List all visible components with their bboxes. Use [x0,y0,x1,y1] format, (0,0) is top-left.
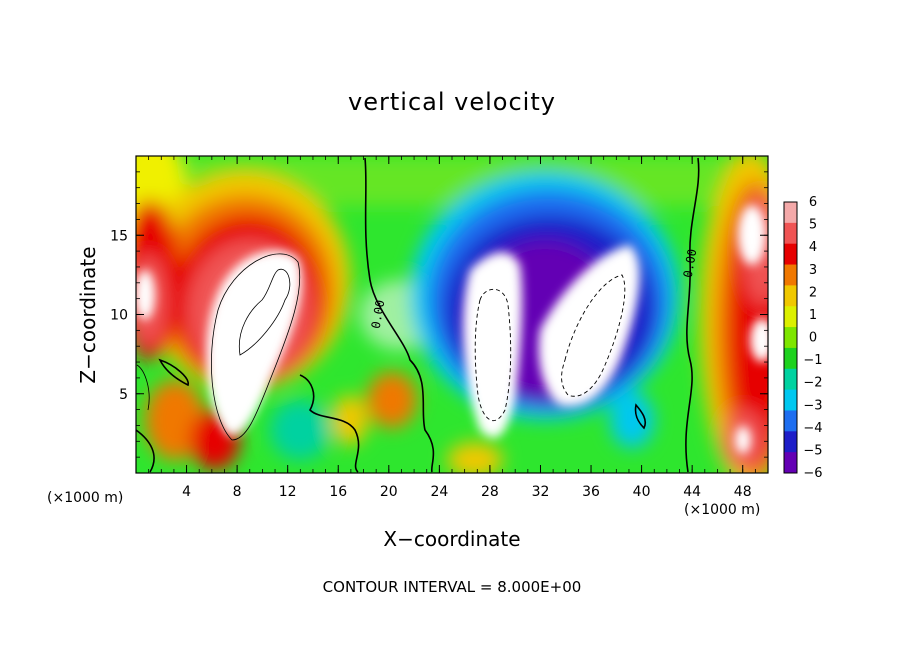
x-tick-label: 40 [633,484,651,500]
y-tick-label: 10 [110,308,128,324]
y-tick-label: 15 [110,228,128,244]
colorbar-swatch [784,202,797,224]
colorbar-swatch [784,327,797,349]
colorbar-label: −2 [803,376,822,391]
x-tick-label: 20 [380,484,398,500]
colorbar-label: 1 [809,308,817,323]
y-ticks: 5 10 15 [110,171,768,458]
colorbar-swatch [784,285,797,307]
x-ticks: 4 8 12 16 20 24 28 32 36 40 44 48 [148,156,756,500]
colorbar-label: 6 [809,195,817,210]
x-tick-label: 36 [582,484,600,500]
contour-label-left: 0.00 [369,299,388,330]
colorbar-label: 4 [809,240,817,255]
x-unit-label-left: (×1000 m) [47,490,124,506]
x-unit-label-right: (×1000 m) [684,502,761,518]
colorbar-swatch [784,452,797,474]
colorbar-label: −1 [803,353,822,368]
velocity-field [136,156,768,473]
x-tick-label: 12 [279,484,297,500]
colorbar-label: −4 [803,421,822,436]
colorbar-swatch [784,264,797,286]
colorbar-label: −5 [803,443,822,458]
colorbar-label: 5 [809,218,817,233]
x-tick-label: 48 [734,484,752,500]
colorbar-swatch [784,347,797,370]
colorbar-swatch [784,222,797,245]
x-tick-label: 24 [430,484,448,500]
x-tick-label: 28 [481,484,499,500]
colorbar-label: −6 [803,466,822,481]
colorbar-swatch [784,389,797,411]
svg-text:0.00: 0.00 [681,248,700,279]
colorbar-label: 3 [809,263,817,278]
contour-label-right: 0.00 [681,248,700,279]
colorbar-label: −3 [803,398,822,413]
colorbar-swatch [784,243,797,266]
y-tick-label: 5 [119,387,128,403]
x-tick-label: 8 [233,484,242,500]
colorbar-swatch [784,368,797,391]
chart-title: vertical velocity [348,88,556,116]
colorbar-label: 2 [809,285,817,300]
x-tick-label: 32 [532,484,550,500]
colorbar-swatch [784,306,797,328]
colorbar: 6 5 4 3 2 1 0 −1 −2 −3 −4 −5 −6 [783,195,823,481]
x-tick-label: 44 [683,484,701,500]
colorbar-label: 0 [809,331,817,346]
colorbar-frame [783,201,798,474]
contour-interval-text: CONTOUR INTERVAL = 8.000E+00 [322,578,582,596]
x-axis-label: X−coordinate [383,527,521,551]
svg-text:0.00: 0.00 [369,299,388,330]
y-axis-label: Z−coordinate [76,246,100,384]
x-tick-label: 4 [182,484,191,500]
x-tick-label: 16 [329,484,347,500]
colorbar-swatch [784,410,797,432]
colorbar-swatch [784,431,797,453]
